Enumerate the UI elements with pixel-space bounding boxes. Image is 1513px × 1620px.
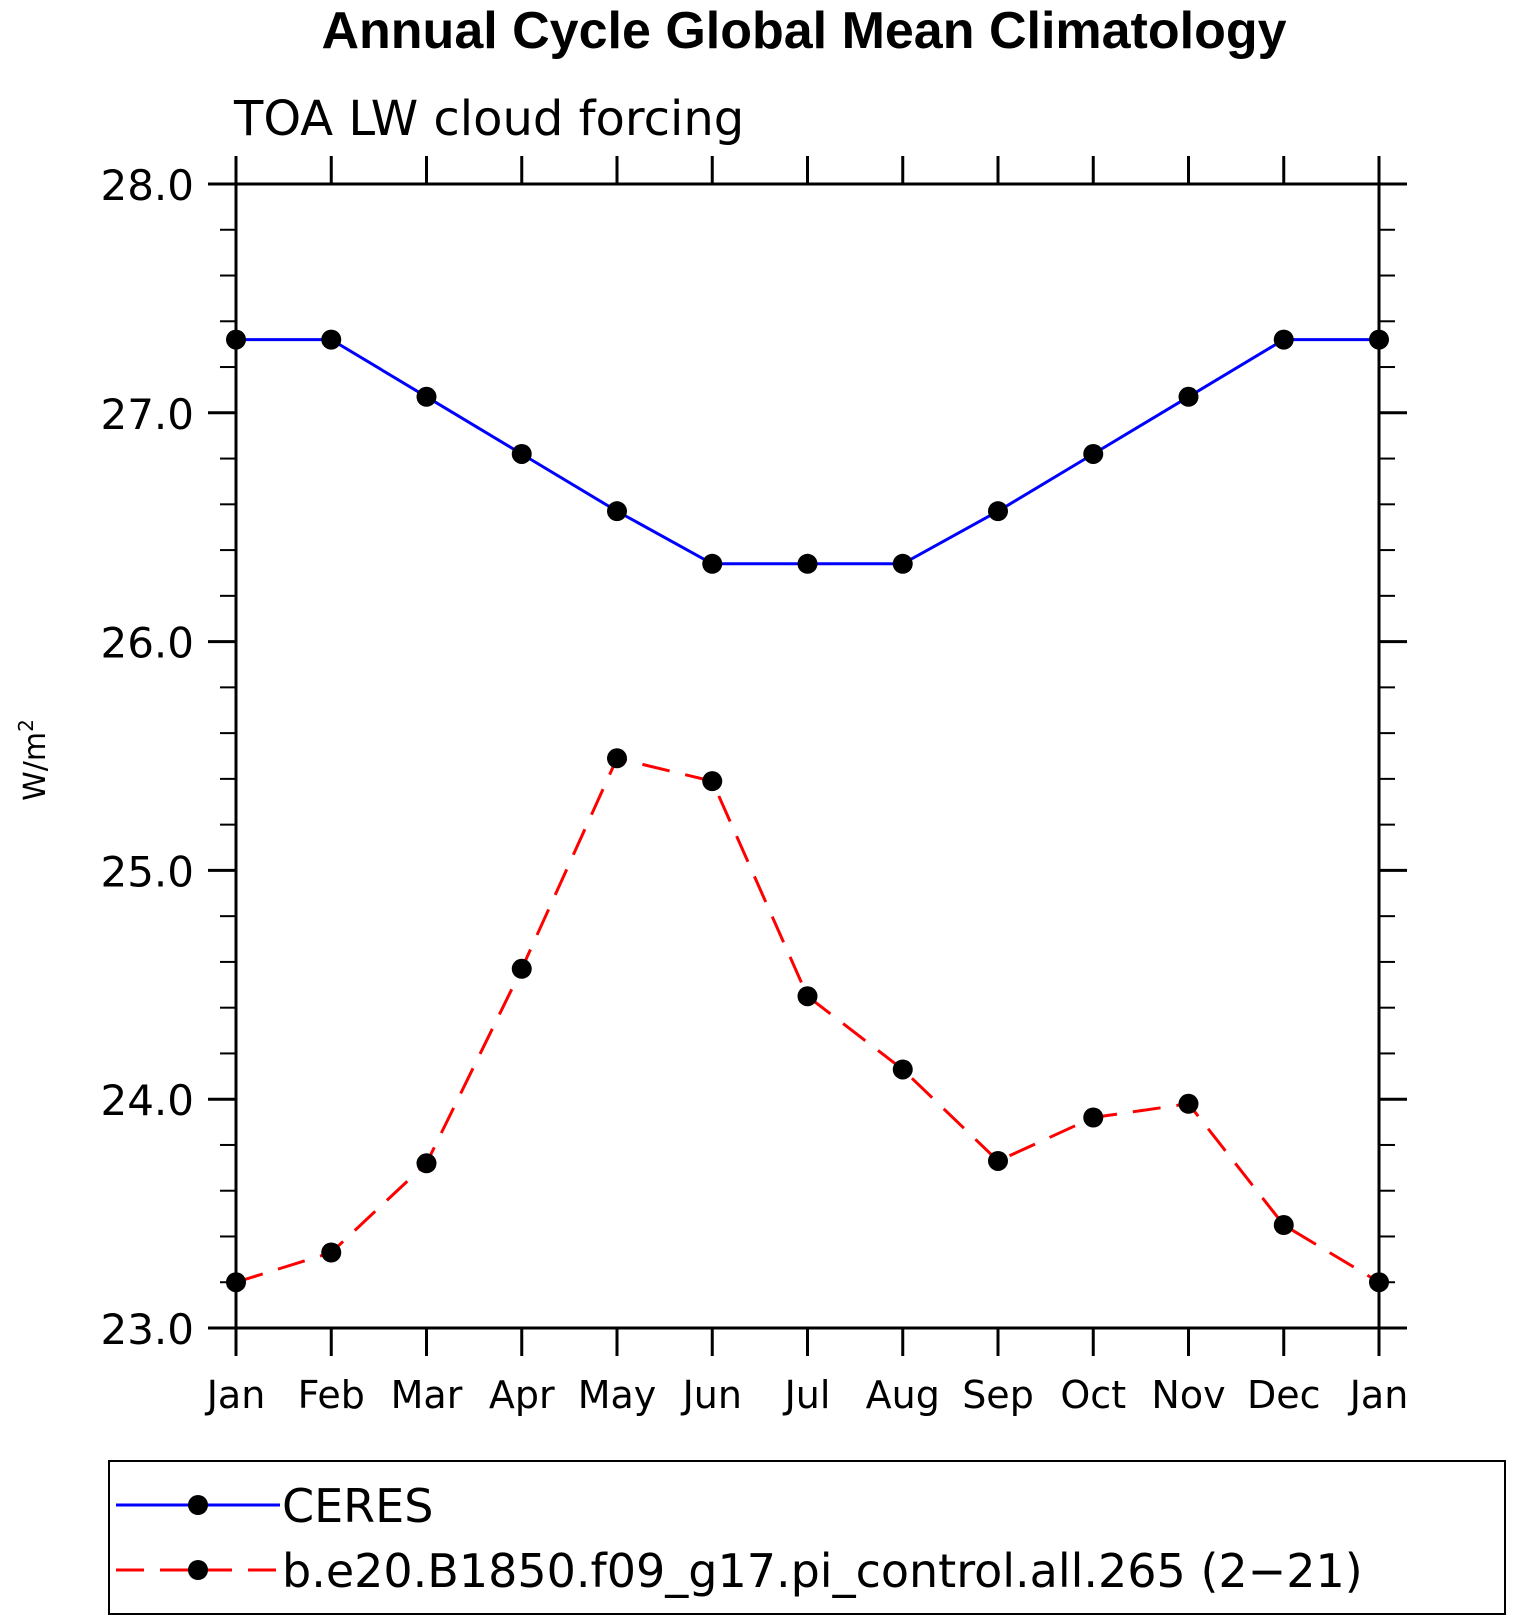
data-point — [1178, 386, 1199, 407]
axis-ticks — [208, 156, 1407, 1356]
x-tick-label: Apr — [489, 1373, 555, 1417]
data-point — [321, 1242, 342, 1263]
data-point — [416, 1153, 437, 1174]
data-point — [607, 501, 627, 522]
data-point — [988, 501, 1008, 522]
data-point — [511, 443, 532, 464]
y-tick-label: 28.0 — [100, 161, 194, 210]
chart-title: Annual Cycle Global Mean Climatology — [321, 2, 1286, 60]
data-point — [1369, 329, 1389, 350]
y-tick-label: 25.0 — [100, 847, 194, 896]
data-point — [1369, 1272, 1389, 1293]
data-point — [416, 386, 437, 407]
legend: CERES b.e20.B1850.f09_g17.pi_control.all.… — [116, 1479, 1363, 1598]
series-line — [236, 338, 1379, 566]
x-tick-label: Mar — [391, 1373, 463, 1417]
data-point — [988, 1150, 1008, 1171]
series-points — [226, 329, 1389, 1293]
data-point — [1273, 1215, 1294, 1236]
data-point — [321, 329, 342, 350]
data-point — [892, 553, 913, 574]
y-axis-label-superscript: 2 — [14, 719, 38, 732]
x-tick-label: Jan — [205, 1373, 266, 1417]
x-tick-label: Dec — [1247, 1373, 1321, 1417]
data-point — [797, 553, 818, 574]
x-tick-label: Jan — [1348, 1373, 1409, 1417]
legend-label: b.e20.B1850.f09_g17.pi_control.all.265 (… — [282, 1544, 1363, 1598]
data-point — [1178, 1093, 1199, 1114]
data-point — [226, 329, 246, 350]
data-point — [607, 748, 627, 769]
data-point — [1273, 329, 1294, 350]
data-point — [892, 1059, 913, 1080]
legend-label: CERES — [282, 1479, 433, 1533]
x-tick-label: Nov — [1151, 1373, 1225, 1417]
plot-frame — [234, 182, 1381, 1330]
y-tick-label: 27.0 — [100, 390, 194, 439]
y-tick-label: 24.0 — [100, 1076, 194, 1125]
x-tick-label: May — [578, 1373, 657, 1417]
x-tick-label: Jun — [681, 1373, 742, 1417]
x-tick-label: Oct — [1060, 1373, 1126, 1417]
series-lines — [235, 338, 1380, 1284]
data-point — [797, 986, 818, 1007]
x-tick-label: Aug — [866, 1373, 940, 1417]
chart-subtitle: TOA LW cloud forcing — [233, 91, 744, 147]
x-tick-label: Feb — [298, 1373, 365, 1417]
series-line — [235, 756, 1380, 1284]
x-tick-label: Jul — [783, 1373, 831, 1417]
data-point — [702, 553, 723, 574]
legend-marker — [188, 1560, 208, 1580]
data-point — [702, 771, 723, 792]
data-point — [1083, 1107, 1104, 1128]
axis-tick-labels: 23.0 24.0 25.0 26.0 27.0 28.0 Jan Feb Mar Apr May J… — [100, 161, 1408, 1417]
y-axis-label: W/m2 — [14, 719, 53, 801]
data-point — [226, 1272, 246, 1293]
y-axis-label-text: W/m — [18, 732, 53, 801]
legend-box — [108, 1460, 1506, 1615]
legend-marker — [188, 1495, 208, 1515]
data-point — [1083, 443, 1104, 464]
x-tick-label: Sep — [962, 1373, 1034, 1417]
y-tick-label: 26.0 — [100, 619, 194, 668]
y-tick-label: 23.0 — [100, 1305, 194, 1354]
data-point — [511, 958, 532, 979]
